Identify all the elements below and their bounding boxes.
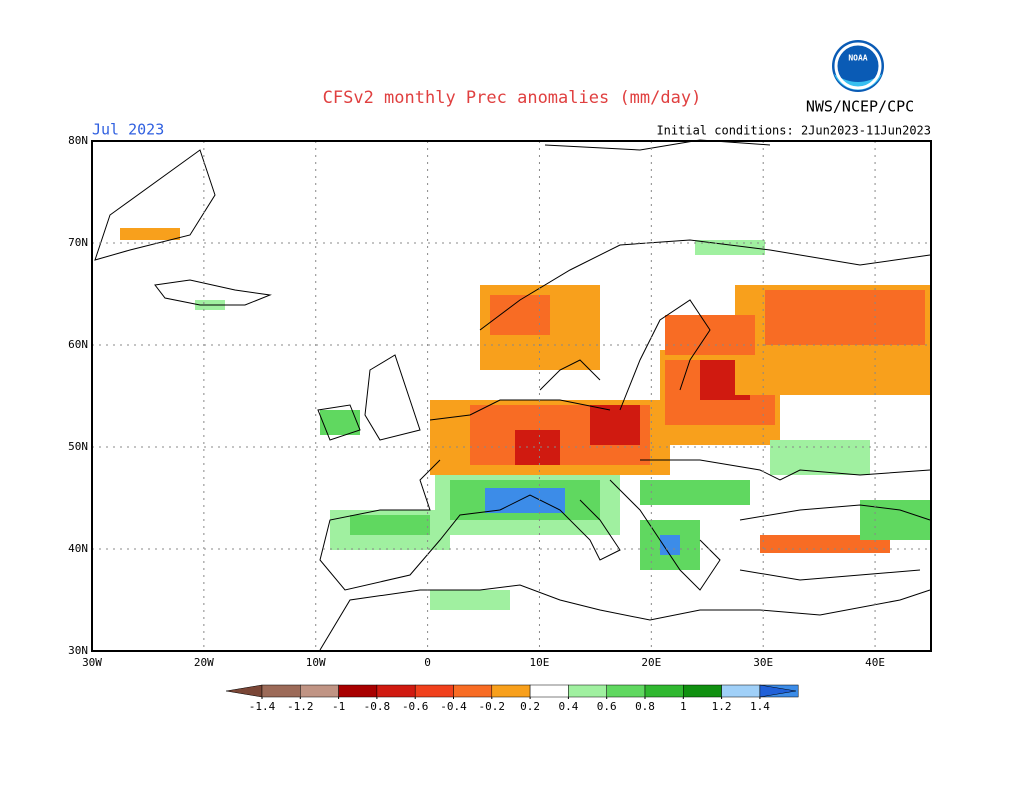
title: CFSv2 monthly Prec anomalies (mm/day) (323, 88, 702, 108)
colorbar-box (529, 684, 569, 698)
logo-text: NOAA (848, 54, 867, 63)
y-tick-label: 50N (68, 440, 88, 453)
y-tick-label: 70N (68, 236, 88, 249)
colorbar-box (606, 684, 646, 698)
agency: NWS/NCEP/CPC (806, 98, 914, 116)
map-frame: 30W 20W 10W 0 10E 20E 30E 40E 80N 70N 60N 50N 40N 30N (68, 134, 932, 669)
colorbar-box (261, 684, 301, 698)
colorbar-box (644, 684, 684, 698)
x-tick-label: 10E (530, 656, 550, 669)
colorbar-label: 1 (680, 700, 687, 713)
y-tick-label: 40N (68, 542, 88, 555)
y-tick-label: 80N (68, 134, 88, 147)
colorbar-box (683, 684, 722, 698)
x-tick-label: 20W (194, 656, 214, 669)
colorbar-label: -0.2 (479, 700, 506, 713)
initial-conditions: Initial conditions: 2Jun2023-11Jun2023 (656, 124, 931, 138)
y-tick-label: 30N (68, 644, 88, 657)
colorbar-box (414, 684, 454, 698)
anomaly-field (120, 228, 930, 610)
colorbar-label: -0.6 (402, 700, 429, 713)
colorbar-box (300, 684, 339, 698)
x-tick-label: 10W (306, 656, 326, 669)
colorbar-label: 0.2 (520, 700, 540, 713)
colorbar-end (759, 684, 796, 698)
x-tick-label: 30E (753, 656, 773, 669)
colorbar-label: 0.4 (558, 700, 578, 713)
y-tick-label: 60N (68, 338, 88, 351)
colorbar-label: -1.2 (287, 700, 314, 713)
colorbar-box (453, 684, 493, 698)
coastlines (94, 139, 931, 651)
colorbar-label: -0.8 (364, 700, 391, 713)
colorbar-label: 1.2 (712, 700, 732, 713)
colorbar-label: 0.6 (597, 700, 617, 713)
colorbar-box (568, 684, 607, 698)
x-tick-label: 40E (865, 656, 885, 669)
noaa-logo: NOAA (832, 40, 884, 92)
x-tick-label: 20E (641, 656, 661, 669)
colorbar-box (376, 684, 416, 698)
colorbar-label: -1 (332, 700, 345, 713)
map-border (91, 140, 932, 652)
colorbar-label: -1.4 (249, 700, 276, 713)
colorbar-box (491, 684, 531, 698)
colorbar: -1.4 -1.2 -1 -0.8 -0.6 -0.4 -0.2 0.2 0.4 0.6 0.8 1 1… (225, 684, 799, 713)
colorbar-label: 0.8 (635, 700, 655, 713)
x-tick-label: 0 (424, 656, 431, 669)
colorbar-box (338, 684, 378, 698)
x-tick-label: 30W (82, 656, 102, 669)
month-label: Jul 2023 (92, 121, 164, 139)
colorbar-label: 1.4 (750, 700, 770, 713)
colorbar-box (721, 684, 761, 698)
colorbar-label: -0.4 (440, 700, 467, 713)
